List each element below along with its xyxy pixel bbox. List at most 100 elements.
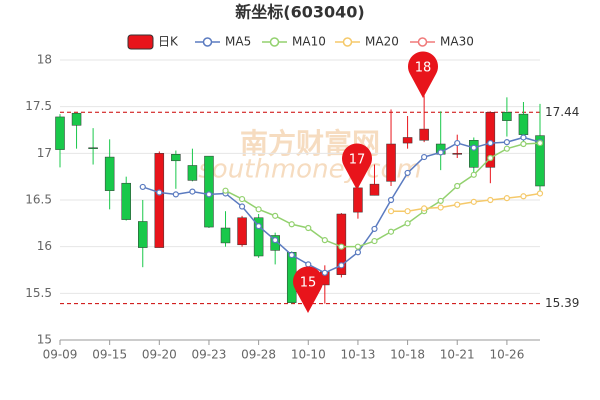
ma-point bbox=[387, 196, 395, 204]
ma-point bbox=[255, 223, 262, 230]
ma-point bbox=[454, 139, 461, 147]
ma-point bbox=[272, 237, 279, 244]
ma-point bbox=[156, 189, 163, 196]
ma-point bbox=[321, 269, 328, 276]
ma-point bbox=[338, 243, 345, 250]
ma-point bbox=[238, 203, 246, 210]
ma-point bbox=[536, 139, 544, 147]
x-tick-label: 10-13 bbox=[340, 348, 375, 362]
ma-point bbox=[305, 261, 312, 268]
ma-point bbox=[437, 149, 444, 156]
ma-point bbox=[404, 208, 411, 215]
candle-body bbox=[518, 113, 529, 135]
candle-body bbox=[138, 221, 148, 248]
ma-point bbox=[520, 193, 527, 200]
chart-title: 新坐标(603040) bbox=[235, 3, 364, 22]
x-tick-label: 09-20 bbox=[142, 348, 177, 362]
y-tick-label: 18 bbox=[37, 53, 52, 67]
x-tick-label: 10-21 bbox=[440, 348, 475, 362]
ma-point bbox=[371, 225, 378, 233]
ma-line bbox=[391, 192, 541, 212]
candle-body bbox=[220, 227, 231, 244]
ma-point bbox=[437, 197, 444, 205]
candle-body bbox=[121, 182, 131, 220]
x-tick-label: 09-09 bbox=[43, 348, 78, 362]
annotation-pin bbox=[342, 143, 372, 190]
candle-body bbox=[452, 153, 462, 155]
y-tick-label: 16 bbox=[37, 239, 52, 253]
candle-body bbox=[369, 183, 380, 196]
candle-body bbox=[253, 217, 264, 257]
legend-label: 日K bbox=[158, 35, 179, 49]
ma-point bbox=[487, 139, 494, 147]
ma-point bbox=[288, 251, 295, 259]
candle-body bbox=[71, 112, 82, 126]
candle-body bbox=[485, 112, 496, 168]
y-tick-label: 15.5 bbox=[25, 286, 52, 300]
x-tick-label: 10-18 bbox=[390, 348, 425, 362]
candle-body bbox=[402, 137, 413, 144]
legend-swatch bbox=[269, 37, 280, 47]
candle-body bbox=[535, 135, 545, 187]
ma-point bbox=[421, 153, 428, 161]
ma-point bbox=[487, 154, 494, 162]
ma-point bbox=[404, 220, 411, 227]
ma-point bbox=[288, 221, 295, 228]
ma-point bbox=[172, 191, 179, 198]
ma-point bbox=[503, 195, 510, 202]
candle-body bbox=[469, 140, 479, 168]
candle-body bbox=[104, 156, 115, 191]
candle-body bbox=[237, 217, 247, 246]
ma-point bbox=[421, 205, 428, 212]
ma-point bbox=[454, 182, 461, 190]
ma-point bbox=[371, 237, 378, 245]
ma-point bbox=[387, 208, 395, 215]
x-tick-label: 10-10 bbox=[291, 348, 326, 362]
candle-body bbox=[187, 165, 198, 181]
ma-point bbox=[255, 206, 262, 213]
ma-point bbox=[189, 188, 196, 195]
candle-body bbox=[419, 128, 429, 141]
annotation-label: 17 bbox=[349, 153, 366, 168]
candle-body bbox=[386, 143, 396, 182]
x-tick-label: 09-15 bbox=[92, 348, 127, 362]
ma-point bbox=[354, 243, 362, 250]
legend-label: MA10 bbox=[292, 35, 326, 49]
candle-body bbox=[88, 147, 98, 149]
annotation-label: 15 bbox=[300, 276, 317, 291]
ma-point bbox=[470, 171, 477, 178]
ma-point bbox=[272, 212, 279, 219]
candle-body bbox=[502, 112, 512, 121]
annotation-pin bbox=[293, 266, 324, 313]
candle-body bbox=[171, 154, 181, 162]
legend-label: MA5 bbox=[225, 35, 251, 49]
ma-point bbox=[503, 139, 510, 146]
ma-point bbox=[404, 169, 411, 177]
ma-point bbox=[454, 201, 461, 208]
ma-point bbox=[205, 191, 213, 198]
legend-swatch bbox=[342, 37, 353, 47]
ma-point bbox=[437, 204, 444, 211]
ma-point bbox=[139, 183, 146, 191]
candle-body bbox=[154, 153, 165, 248]
ma-point bbox=[470, 198, 477, 205]
annotation-label: 18 bbox=[415, 61, 432, 76]
y-tick-label: 16.5 bbox=[25, 193, 52, 207]
ma-point bbox=[520, 134, 527, 141]
legend-swatch bbox=[202, 37, 213, 47]
candle-body bbox=[55, 116, 65, 150]
legend-label: MA30 bbox=[440, 35, 474, 49]
candle-body bbox=[353, 187, 363, 213]
annotation-pin bbox=[408, 51, 439, 98]
reference-label: 17.44 bbox=[545, 105, 579, 119]
legend-label: MA20 bbox=[365, 35, 399, 49]
x-tick-label: 10-26 bbox=[489, 348, 524, 362]
x-tick-label: 09-28 bbox=[241, 348, 276, 362]
ma-point bbox=[520, 140, 527, 148]
ma-point bbox=[470, 144, 477, 151]
ma-point bbox=[338, 262, 345, 269]
y-tick-label: 15 bbox=[37, 333, 52, 347]
y-tick-label: 17 bbox=[37, 146, 52, 160]
legend-swatch bbox=[127, 34, 154, 50]
